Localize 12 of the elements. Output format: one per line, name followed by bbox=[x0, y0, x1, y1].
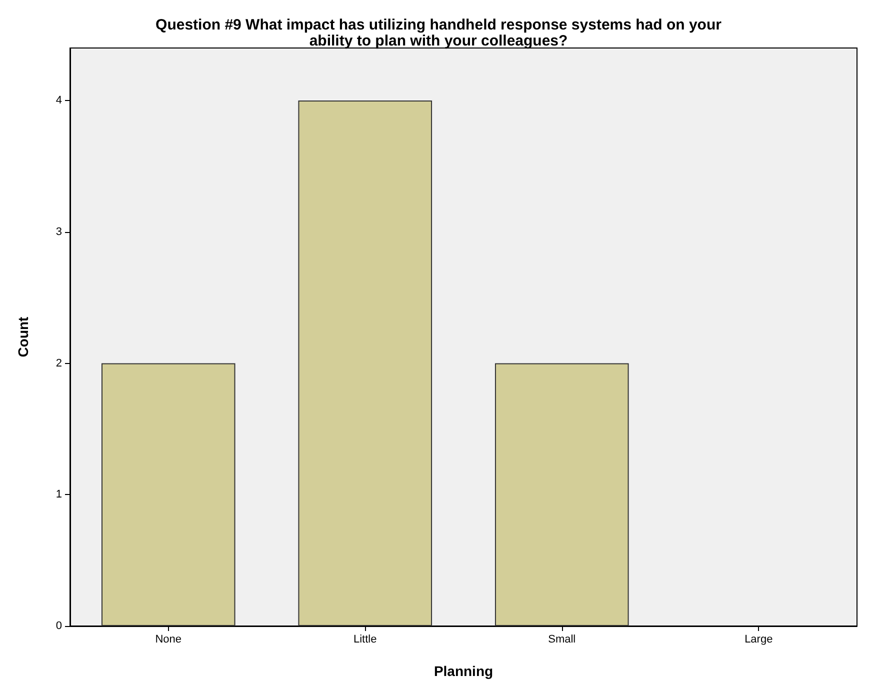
x-tick-label: None bbox=[155, 634, 182, 646]
y-tick-label: 0 bbox=[56, 620, 62, 632]
x-axis-title: Planning bbox=[434, 663, 494, 679]
chart-title: Question #9 What impact has utilizing handheld response systems had on your ability to plan with your colleagues? bbox=[156, 16, 722, 50]
y-tick-label: 4 bbox=[56, 94, 62, 107]
x-tick-label: Little bbox=[354, 634, 377, 646]
y-axis-title: Count bbox=[15, 316, 31, 358]
y-tick-label: 3 bbox=[56, 226, 62, 238]
y-tick-label: 2 bbox=[56, 357, 62, 370]
x-tick-label: Small bbox=[548, 634, 576, 646]
y-tick-label: 1 bbox=[56, 488, 62, 501]
x-tick-label: Large bbox=[744, 634, 773, 646]
